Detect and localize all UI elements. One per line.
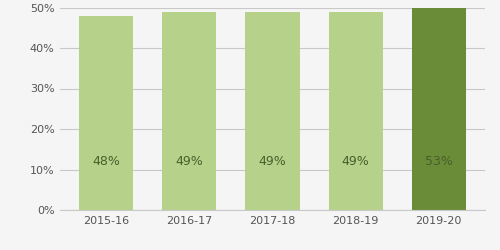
Text: 48%: 48% bbox=[92, 155, 120, 168]
Bar bbox=[328, 12, 382, 210]
Text: 49%: 49% bbox=[342, 155, 369, 168]
Bar bbox=[80, 16, 134, 210]
Bar bbox=[246, 12, 300, 210]
Text: 49%: 49% bbox=[176, 155, 204, 168]
Text: 49%: 49% bbox=[258, 155, 286, 168]
Bar bbox=[412, 0, 466, 210]
Bar bbox=[162, 12, 216, 210]
Text: 53%: 53% bbox=[424, 155, 452, 168]
